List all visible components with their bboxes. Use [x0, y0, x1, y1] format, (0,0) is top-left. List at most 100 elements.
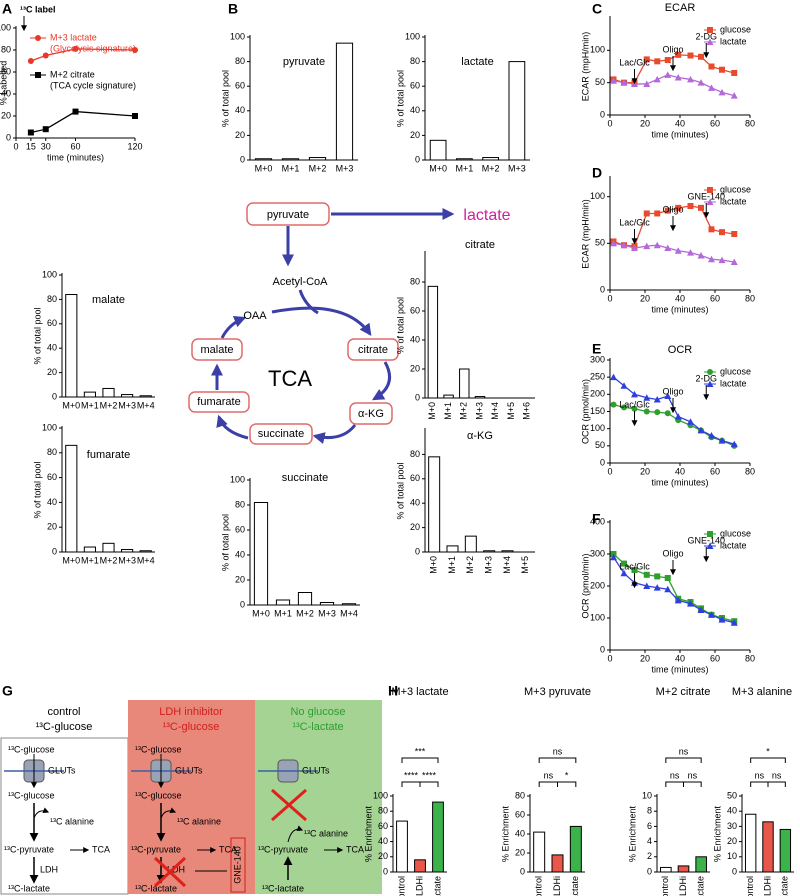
- marker: [132, 47, 138, 53]
- y-axis-label: % Labelled: [0, 61, 8, 106]
- legend-label: lactate: [720, 378, 747, 388]
- significance-label: ns: [688, 770, 698, 780]
- x-tick-label: 80: [745, 466, 755, 476]
- chart-title: M+3 pyruvate: [524, 686, 591, 698]
- annotation: 2-DG: [695, 31, 717, 41]
- y-tick-label: 20: [378, 851, 388, 861]
- y-axis-label: % of total pool: [220, 70, 230, 127]
- annotation: GNE-140: [687, 535, 725, 545]
- marker: [664, 244, 672, 251]
- bar: [414, 859, 426, 873]
- y-tick-label: 80: [410, 56, 420, 66]
- marker: [42, 126, 49, 133]
- marker: [731, 69, 738, 76]
- diagram-label: ¹³C alanine: [50, 816, 94, 826]
- diagram-label: ¹³C-pyruvate: [131, 844, 181, 854]
- x-axis-label: time (minutes): [651, 477, 708, 487]
- y-tick-label: 40: [515, 828, 525, 838]
- marker: [708, 63, 715, 70]
- marker: [620, 241, 628, 249]
- y-axis-label: % Enrichment: [363, 805, 373, 862]
- x-tick-label: 60: [710, 466, 720, 476]
- marker: [708, 255, 715, 263]
- panel-label: G: [2, 683, 13, 699]
- y-tick-label: 50: [595, 238, 605, 248]
- x-tick-label: control: [534, 876, 544, 896]
- x-tick-label: M+2: [296, 608, 314, 618]
- diagram-label: LDH: [167, 864, 185, 874]
- significance-bracket: [538, 757, 577, 763]
- tca-diagram: pyruvate lactate Acetyl-CoA OAA citrate …: [188, 202, 511, 445]
- diagram-label: ¹³C-pyruvate: [4, 844, 54, 854]
- y-tick-label: 40: [410, 498, 420, 508]
- marker: [698, 53, 704, 60]
- x-axis-label: time (minutes): [651, 129, 708, 139]
- x-tick-label: M+0: [62, 555, 80, 565]
- x-tick-label: M+1: [443, 402, 453, 420]
- annotation: Lac/Glc: [619, 561, 650, 571]
- x-tick-label: M+3: [474, 402, 484, 420]
- y-tick-label: 80: [1, 44, 11, 54]
- node-box: [188, 391, 250, 413]
- y-axis-label: % of total pool: [32, 307, 42, 364]
- bar: [482, 157, 499, 161]
- legend-label: glucose: [720, 184, 751, 194]
- marker: [631, 405, 638, 412]
- bar: [281, 158, 300, 161]
- marker: [697, 251, 705, 259]
- y-tick-label: 100: [230, 474, 245, 484]
- significance-label: ***: [415, 746, 426, 756]
- panel-label: F: [592, 511, 601, 527]
- y-tick-label: 20: [410, 522, 420, 532]
- marker: [664, 410, 671, 417]
- x-tick-label: M+2: [309, 163, 327, 173]
- marker: [610, 401, 617, 408]
- bar: [508, 61, 526, 161]
- x-tick-label: LDHi: [762, 876, 772, 896]
- y-tick-label: 0: [415, 392, 420, 402]
- marker: [621, 404, 627, 411]
- annotation: ¹³C label: [20, 4, 56, 14]
- panel-box: [128, 700, 255, 894]
- marker: [631, 390, 638, 398]
- y-tick-label: 50: [727, 790, 737, 800]
- y-tick-label: 100: [590, 612, 605, 622]
- y-axis-label: ECAR (mpH/min): [580, 32, 590, 102]
- annotation: 2-DG: [695, 373, 717, 383]
- significance-label: ns: [670, 770, 680, 780]
- series-line: [613, 404, 735, 447]
- chart-title: lactate: [461, 56, 493, 68]
- x-tick-label: 40: [675, 118, 685, 128]
- node-box: [347, 338, 399, 361]
- panel-label: C: [592, 1, 602, 17]
- diagram-label: ¹³C-lactate: [8, 883, 50, 893]
- arrow: [160, 807, 177, 819]
- marker: [654, 573, 661, 580]
- diagram-label: ¹³C-pyruvate: [258, 844, 308, 854]
- panel-label: B: [228, 1, 238, 17]
- marker: [610, 373, 617, 381]
- panel-label: E: [592, 341, 601, 357]
- x-tick-label: 20: [640, 466, 650, 476]
- significance-label: *: [766, 746, 770, 756]
- y-tick-label: 80: [235, 499, 245, 509]
- marker: [621, 560, 627, 567]
- panel-box: [255, 700, 382, 894]
- y-tick-label: 200: [590, 389, 605, 399]
- x-tick-label: 20: [640, 293, 650, 303]
- significance-bracket: [683, 781, 702, 787]
- significance-bracket: [767, 781, 786, 787]
- marker: [674, 73, 682, 81]
- x-tick-label: 40: [675, 653, 685, 663]
- marker: [697, 79, 705, 86]
- node-label: α-KG: [358, 408, 384, 420]
- marker: [643, 571, 650, 578]
- x-tick-label: 80: [745, 293, 755, 303]
- annotation: Lac/Glc: [619, 399, 650, 409]
- chart-title: fumarate: [87, 449, 130, 461]
- x-tick-label: M+0: [62, 400, 80, 410]
- chart-title: M+2 citrate: [656, 686, 711, 698]
- y-axis-label: % of total pool: [395, 462, 405, 519]
- marker: [620, 79, 628, 86]
- diagram-label: ¹³C-glucose: [135, 790, 182, 800]
